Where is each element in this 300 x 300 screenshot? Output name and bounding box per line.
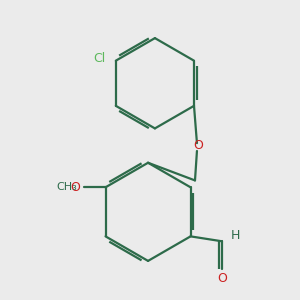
Text: O: O xyxy=(193,139,203,152)
Text: O: O xyxy=(217,272,227,285)
Text: CH₃: CH₃ xyxy=(56,182,77,192)
Text: H: H xyxy=(231,229,240,242)
Text: Cl: Cl xyxy=(94,52,106,65)
Text: O: O xyxy=(70,181,80,194)
